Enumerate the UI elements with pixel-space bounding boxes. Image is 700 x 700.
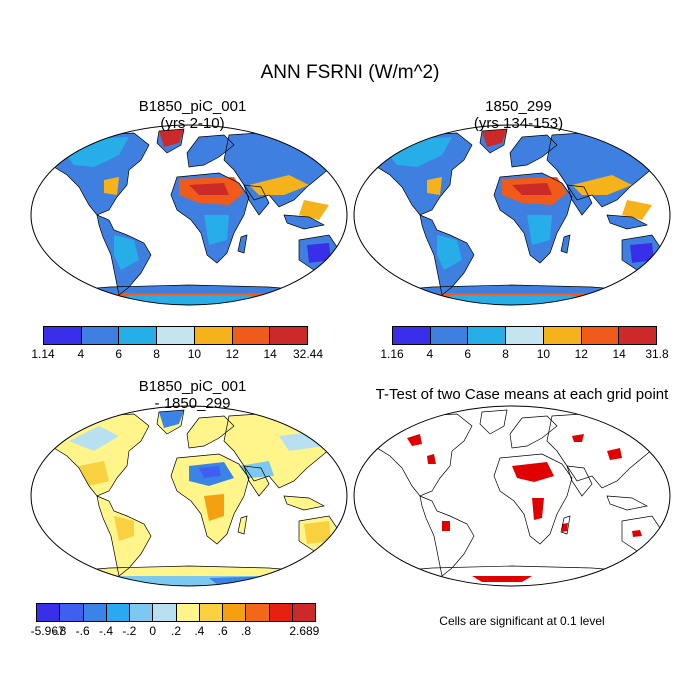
colorbar-tick-label: 31.8 [645,347,669,361]
colorbar-case1 [43,326,308,345]
panel-title-case2: 1850_299 (yrs 134-153) [366,98,671,132]
figure-title: ANN FSRNI (W/m^2) [260,62,440,83]
panel-title-case2-line2: (yrs 134-153) [473,115,564,132]
map-case2 [353,124,671,306]
colorbar-swatch [543,327,582,344]
colorbar-tick-label: 12 [225,347,239,361]
panel-title-case1: B1850_piC_001 (yrs 2-10) [40,98,345,132]
panel-title-diff-line2: - 1850_299 [154,395,231,412]
colorbar-tick-label: 8 [502,347,509,361]
colorbar-difference [36,603,316,622]
colorbar-swatch [223,604,247,621]
colorbar-tick-label: 32.44 [292,347,324,361]
colorbar-swatch [393,327,431,344]
colorbar-tick-label: -.2 [122,624,137,638]
colorbar-tick-label: 12 [574,347,588,361]
colorbar-tick-label: .6 [217,624,228,638]
colorbar-tick-label: -.4 [98,624,114,638]
colorbar-tick-label: .4 [194,624,205,638]
colorbar-swatch [60,604,84,621]
colorbar-swatch [194,327,233,344]
colorbar-tick-label: 6 [464,347,472,361]
significance-note: Cells are significant at 0.1 level [439,614,605,628]
colorbar-swatch [619,327,657,344]
colorbar-tick-label: 2.689 [289,624,320,638]
colorbar-tick-label: 4 [77,347,85,361]
colorbar-swatch [430,327,469,344]
colorbar-swatch [468,327,507,344]
colorbar-swatch [176,604,200,621]
panel-title-case1-line1: B1850_piC_001 [138,98,247,115]
colorbar-tick-label: 1.14 [31,347,55,361]
colorbar-tick-label: 14 [263,347,277,361]
colorbar-swatch [157,327,195,344]
colorbar-swatch [81,327,120,344]
panel-title-case2-line1: 1850_299 [485,98,552,115]
colorbar-swatch [130,604,154,621]
map-ttest [353,405,671,587]
panel-title-diff-line1: B1850_piC_001 [138,378,247,395]
colorbar-tick-label: 10 [187,347,202,361]
colorbar-swatch [246,604,270,621]
colorbar-tick-label: -5.967 [30,624,65,638]
colorbar-tick-label: 4 [426,347,434,361]
colorbar-tick-label: 8 [153,347,160,361]
colorbar-swatch [83,604,107,621]
panel-title-diff: B1850_piC_001 - 1850_299 [40,378,345,412]
colorbar-case2 [392,326,657,345]
colorbar-tick-label: .8 [240,624,252,638]
colorbar-tick-label: 6 [115,347,123,361]
colorbar-swatch [44,327,82,344]
colorbar-tick-label: 14 [612,347,626,361]
colorbar-swatch [506,327,544,344]
panel-title-case1-line2: (yrs 2-10) [160,115,225,132]
colorbar-swatch [106,604,130,621]
colorbar-swatch [199,604,223,621]
colorbar-swatch [269,604,293,621]
colorbar-tick-label: -.8 [52,624,67,638]
colorbar-tick-label: 10 [536,347,551,361]
map-case1 [30,124,348,306]
colorbar-swatch [232,327,271,344]
colorbar-swatch [270,327,308,344]
colorbar-swatch [153,604,177,621]
panel-title-ttest: T-Test of two Case means at each grid po… [375,386,669,403]
colorbar-swatch [37,604,61,621]
colorbar-swatch [119,327,158,344]
colorbar-swatch [292,604,315,621]
colorbar-swatch [581,327,620,344]
colorbar-tick-label: -.6 [75,624,90,638]
colorbar-tick-label: .2 [170,624,182,638]
colorbar-tick-label: 1.16 [380,347,404,361]
colorbar-tick-label: 0 [149,624,156,638]
map-difference [30,405,348,587]
